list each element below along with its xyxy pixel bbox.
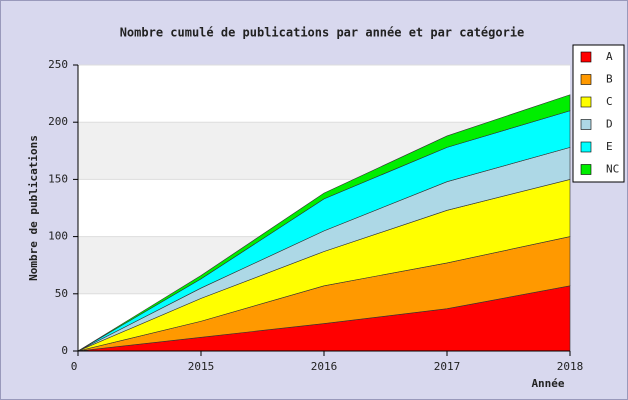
legend-label: E [606, 140, 613, 153]
y-tick-label: 0 [61, 344, 68, 357]
legend-label: B [606, 73, 613, 86]
y-axis-label: Nombre de publications [27, 135, 40, 281]
legend-label: C [606, 95, 613, 108]
chart-title: Nombre cumulé de publications par année … [120, 26, 525, 40]
x-tick-label: 2016 [311, 360, 338, 373]
x-axis-label: Année [531, 377, 564, 390]
legend-box [572, 44, 625, 183]
y-tick-label: 250 [48, 58, 68, 71]
legend-swatch [580, 164, 592, 175]
y-tick-label: 50 [55, 287, 68, 300]
legend-label: D [606, 118, 613, 131]
y-tick-label: 150 [48, 172, 68, 185]
x-tick-label: 0 [71, 360, 78, 373]
legend-swatch [580, 74, 592, 85]
legend-swatch [580, 51, 592, 63]
x-tick-label: 2018 [557, 360, 584, 373]
x-tick-label: 2015 [188, 360, 215, 373]
area [77, 94, 571, 352]
legend-label: NC [606, 163, 619, 176]
x-tick-label: 2017 [434, 360, 461, 373]
legend-swatch [580, 96, 592, 108]
legend-swatch [580, 119, 592, 130]
y-tick-label: 200 [48, 115, 68, 128]
legend-label: A [606, 50, 613, 63]
legend-swatch [580, 141, 592, 153]
y-tick-label: 100 [48, 230, 68, 243]
